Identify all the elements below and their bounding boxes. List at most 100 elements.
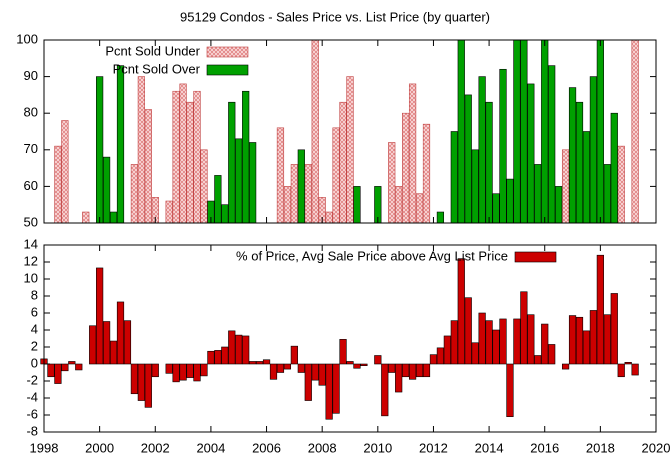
y-tick-label: 4 [31,321,38,336]
bar [506,178,514,224]
y-tick-label: -2 [26,372,38,387]
y-tick-label: -6 [26,406,38,421]
bar [534,355,542,365]
y-tick-label: 100 [16,31,38,46]
bar [96,267,104,365]
bar [582,131,591,224]
bar [137,76,145,224]
bar [388,363,396,373]
bar [228,330,236,365]
bar [109,340,118,365]
bar [617,145,625,224]
bar [200,363,208,377]
bar [457,39,465,224]
bar [422,123,431,224]
bar [47,363,55,378]
bar [207,350,215,365]
bar [200,149,208,224]
bar [471,342,479,365]
bar [186,363,194,378]
bar [68,361,76,365]
bar [276,363,285,373]
bar [165,363,173,374]
bar [534,164,542,224]
y-tick-label: 2 [31,338,38,353]
bar [478,312,486,365]
bar [610,293,618,365]
bar [102,321,111,365]
bar [214,175,222,224]
bar [541,323,549,365]
y-tick-label: 6 [31,304,38,319]
bar [548,344,556,365]
bar [130,363,139,395]
bar [436,347,445,365]
x-tick-label: 2018 [586,440,615,455]
bar [123,320,132,365]
bar [262,359,271,365]
bar [353,363,361,369]
bar [116,65,125,224]
bar [582,330,591,365]
bar [283,186,292,224]
x-tick-label: 1998 [30,440,59,455]
plot-frame [43,39,657,224]
bar [144,109,152,224]
bar [492,193,500,224]
y-tick-label: 70 [24,141,38,156]
bar [54,363,62,384]
bar [228,101,236,224]
bar [346,76,354,224]
bar [193,90,201,224]
bar [61,363,69,372]
bar [96,76,104,224]
bar [422,363,431,378]
y-tick-label: 60 [24,178,38,193]
bar [54,145,62,224]
bar [325,363,333,420]
bar [186,101,194,224]
bar [360,363,368,366]
x-tick-label: 2002 [141,440,170,455]
bar [603,164,611,224]
bar [402,112,410,224]
bar [568,87,577,224]
bar [109,211,118,224]
bar [527,83,535,224]
y-tick-label: 50 [24,214,38,229]
bar [478,76,486,224]
bar [75,363,83,371]
bar [214,350,222,365]
bar [89,325,97,365]
bar [429,354,438,365]
bar [82,211,90,224]
bar [374,355,382,365]
bar [408,83,417,224]
bar [561,149,570,224]
bar [499,68,507,224]
y-tick-label: 8 [31,287,38,302]
bar [339,101,347,224]
bar [325,211,333,224]
bar [332,363,340,414]
bar [381,363,389,417]
bar [235,138,243,224]
bar [332,127,340,224]
bar [506,363,514,418]
bar [235,334,243,365]
bar [443,335,451,365]
bar [631,363,639,376]
bar [242,335,250,365]
x-tick-label: 2012 [419,440,448,455]
bar [179,83,187,224]
bar [513,39,521,224]
bar [318,363,326,386]
bar [311,363,319,381]
bar [499,318,507,365]
bar [61,120,69,224]
y-tick-label: 12 [24,253,38,268]
bar [290,164,298,224]
bar [610,112,618,224]
bar [221,346,229,365]
